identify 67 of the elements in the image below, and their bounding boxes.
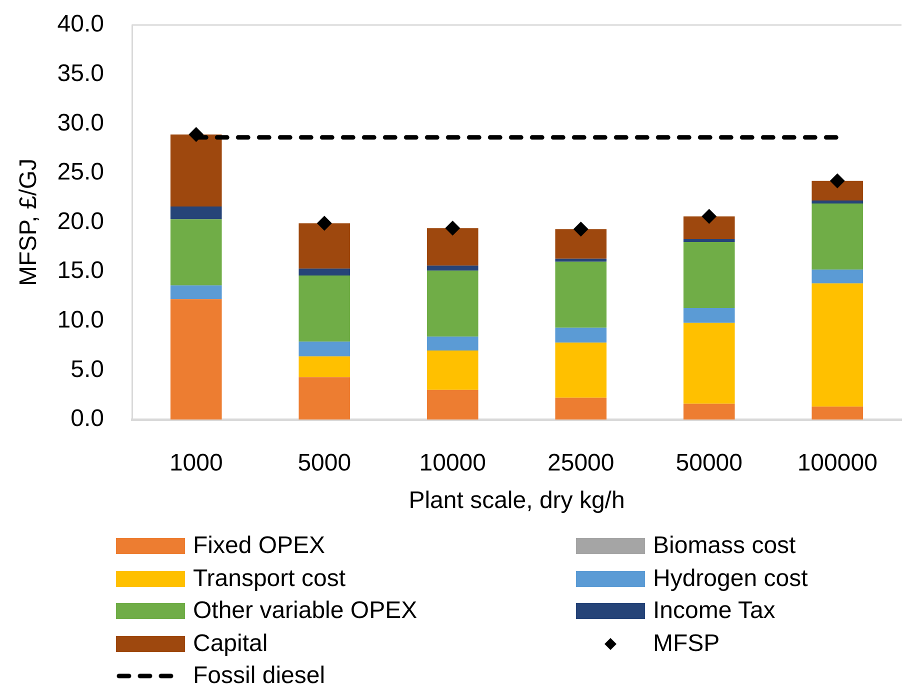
x-axis-title: Plant scale, dry kg/h — [408, 487, 625, 514]
y-tick-label: 0.0 — [70, 405, 104, 432]
bar — [812, 180, 864, 201]
bar — [683, 239, 735, 242]
legend-label: MFSP — [653, 628, 720, 659]
bar — [170, 134, 222, 206]
y-tick-label: 15.0 — [57, 257, 104, 284]
bar — [426, 270, 478, 337]
bar — [426, 390, 478, 420]
point — [702, 208, 717, 224]
x-tick-label: 5000 — [298, 450, 352, 477]
bar — [170, 299, 222, 420]
bar — [683, 322, 735, 404]
x-tick-label: 100000 — [797, 450, 878, 477]
legend-label: Hydrogen cost — [653, 564, 808, 594]
bar — [426, 228, 478, 266]
bar — [555, 258, 607, 262]
y-axis-title: MFSP, £/GJ — [15, 158, 42, 286]
bar — [812, 204, 864, 270]
bar — [683, 242, 735, 308]
bar — [298, 268, 350, 276]
bar — [426, 350, 478, 390]
legend-label: Fossil diesel — [193, 661, 326, 690]
bar — [298, 223, 350, 269]
point — [830, 173, 845, 188]
bar — [555, 342, 607, 398]
bar — [812, 283, 864, 407]
x-tick-label: 50000 — [676, 450, 742, 477]
bar — [426, 336, 478, 350]
legend-label: Other variable OPEX — [193, 596, 418, 626]
y-tick-label: 40.0 — [57, 10, 104, 38]
legend-label: Fixed OPEX — [193, 531, 326, 561]
x-tick-label: 1000 — [169, 450, 223, 477]
bar — [298, 276, 350, 342]
y-tick-label: 25.0 — [57, 158, 104, 186]
bar — [298, 342, 350, 356]
bar — [555, 262, 607, 328]
bar — [812, 270, 864, 284]
y-tick-label: 20.0 — [57, 208, 104, 235]
bar — [426, 266, 478, 271]
bar — [555, 398, 607, 420]
bar — [170, 285, 222, 300]
point — [445, 220, 460, 236]
bar — [555, 328, 607, 343]
bar — [683, 404, 735, 420]
bar — [812, 406, 864, 420]
point — [573, 222, 588, 237]
bar — [683, 216, 735, 240]
legend-label: Capital — [193, 628, 268, 659]
y-tick-label: 5.0 — [70, 356, 104, 383]
legend-label: Transport cost — [193, 564, 346, 594]
bar — [298, 377, 350, 420]
bar — [298, 356, 350, 378]
bar — [683, 308, 735, 323]
bar — [555, 229, 607, 259]
y-tick-label: 10.0 — [57, 306, 104, 334]
bar — [170, 219, 222, 286]
legend-label: Income Tax — [653, 596, 776, 626]
point — [316, 216, 332, 231]
point — [188, 126, 204, 142]
legend-label: Biomass cost — [653, 531, 796, 561]
y-tick-label: 30.0 — [57, 109, 104, 136]
x-tick-label: 10000 — [419, 450, 486, 477]
bar — [170, 206, 222, 220]
y-tick-label: 35.0 — [57, 60, 104, 87]
bar — [812, 200, 864, 204]
x-tick-label: 25000 — [548, 450, 614, 477]
